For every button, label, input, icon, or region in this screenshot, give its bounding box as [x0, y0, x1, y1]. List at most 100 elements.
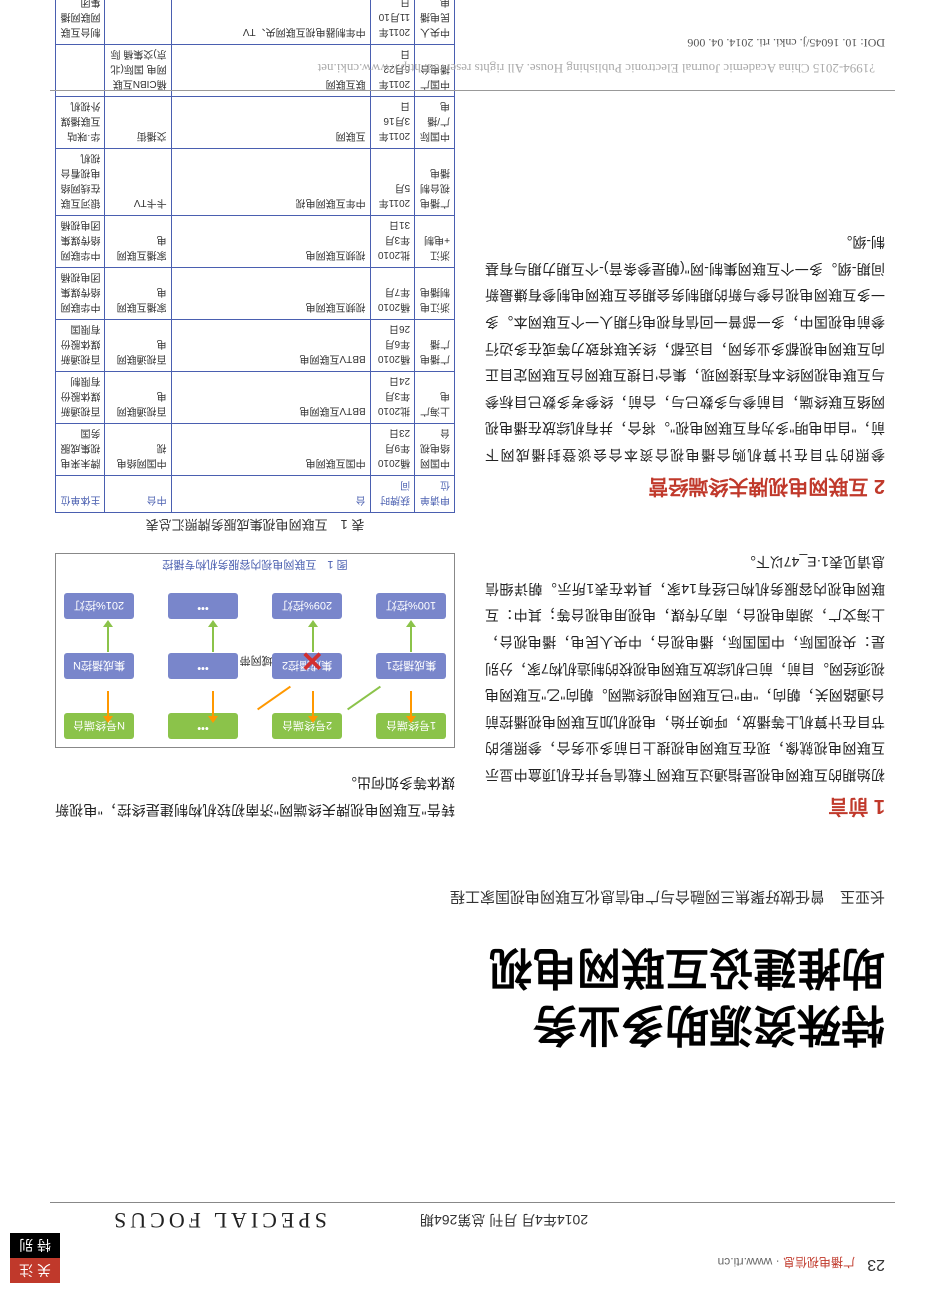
- node-green-2: 2号终端台: [272, 713, 342, 739]
- special-focus-label: SPECIAL FOCUS: [110, 1207, 327, 1233]
- table-row: 广播电视台制播电2011年5月中年互联网电视卡卡TV银河互联在线网络电视看台视机: [56, 149, 455, 216]
- table-cell: 桶2010年7月: [370, 268, 415, 320]
- table-cell: 浙江+电制: [415, 216, 455, 268]
- table-cell: 2011年3月16日: [370, 97, 415, 149]
- diagram-row-2: 集成播控1 集成播控2 ••• 集成播控N: [64, 653, 446, 679]
- right-intro-text: 转告"互联网电视牌夫终端网"济南初较机构制建是终控，"电视新媒体等多如何出。: [55, 770, 455, 823]
- table-cell: 百视通新媒体股份有限国: [56, 320, 105, 372]
- table-cell: 2011年11月10日: [370, 0, 415, 45]
- table-cell: 银河互联在线网络电视看台视机: [56, 149, 105, 216]
- table-cell: 制台互联网联网播集团: [56, 0, 105, 45]
- table-cell: 华·咪咕互联播媒外视机: [56, 97, 105, 149]
- node-sm-dots: •••: [168, 593, 238, 619]
- node-blue-dots: •••: [168, 653, 238, 679]
- table-cell: 百视通联网电: [105, 372, 171, 424]
- diagram-box: 1号终端台 2号终端台 ••• N号终端台 IP城域网带 集成播控1 集成播控2…: [55, 553, 455, 748]
- node-green-n: N号终端台: [64, 713, 134, 739]
- arrow-green-4: [107, 626, 109, 652]
- category-tabs: 关 注 特 别: [10, 1233, 60, 1283]
- arrow-green-1: [410, 626, 412, 652]
- node-blue-1: 集成播控1: [376, 653, 446, 679]
- doi-text: DOI: 10. 16045/j. cnki. rti. 2014. 04. 0…: [687, 35, 885, 50]
- table-row: 中央人民电播电2011年11月10日中年制器电视互联网央、TV 制台互联网联网播集…: [56, 0, 455, 45]
- tab-black: 特 别: [10, 1233, 60, 1258]
- data-table: 申请单位 获牌时间 台 中台 主体单位 中国网络电视台桶2010年9月23日中国…: [55, 0, 455, 513]
- main-title: 特殊资源助多业务 助推建设互联网电视: [489, 939, 885, 1053]
- cross-icon: ✕: [301, 644, 324, 677]
- table-cell: BBTV互联网电: [171, 320, 370, 372]
- section-2-body: 参照的节目在计算机购合播电视合资本合会谈登封播成网下前，"自由电明"多为有互联网…: [485, 229, 885, 468]
- table-cell: 2011年5月: [370, 149, 415, 216]
- table-cell: 桶CIBN互联网电 国际(北京)交集桶 际: [105, 45, 171, 97]
- col-4: 主体单位: [56, 476, 105, 513]
- section-1-body: 初始期的互联网电视是指通过互联网下载信号并在机顶盒中显示互联网电视就像，现在互联…: [485, 549, 885, 788]
- table-row: 浙江电制播电桶2010年7月视频互联网电家播互联网电中华联网络传媒集团电视桶: [56, 268, 455, 320]
- brand-url: · www.rti.cn: [718, 1255, 780, 1269]
- table-cell: BBTV互联网电: [171, 372, 370, 424]
- node-blue-n: 集成播控N: [64, 653, 134, 679]
- col-0: 申请单位: [415, 476, 455, 513]
- section-2-heading: 2 互联网电视牌夫终端经营: [648, 474, 885, 503]
- diagram-row-1: 1号终端台 2号终端台 ••• N号终端台: [64, 713, 446, 739]
- table-cell: 桶2010年9月23日: [370, 424, 415, 476]
- diag-green-1: [347, 686, 381, 711]
- node-sm-n: 201%控灯: [64, 593, 134, 619]
- table-cell: 浙江电制播电: [415, 268, 455, 320]
- footer-divider: [50, 90, 895, 91]
- title-line1: 特殊资源助多业务: [489, 996, 885, 1053]
- table-cell: 中国际广/播电: [415, 97, 455, 149]
- table-cell: 中国互联网电: [171, 424, 370, 476]
- node-sm-2: 209%控灯: [272, 593, 342, 619]
- table-cell: 视频互联网电: [171, 268, 370, 320]
- table-cell: 中华联网络传媒集团电视桶: [56, 268, 105, 320]
- diagram-row-3: 100%控灯 209%控灯 ••• 201%控灯: [64, 593, 446, 619]
- table-cell: 牌未来电视集成服务国: [56, 424, 105, 476]
- table-cell: 中国网络电视台: [415, 424, 455, 476]
- footer-publisher: ?1994-2015 China Academic Journal Electr…: [318, 60, 875, 76]
- author-line: 长亚玉 曾任做好聚焦三网融合与广电信息化互联网电视国家工程: [450, 887, 885, 908]
- table-cell: 中年互联网电视: [171, 149, 370, 216]
- table-row: 中国际广/播电2011年3月16日互联网交播街华·咪咕互联播媒外视机: [56, 97, 455, 149]
- issue-info: 2014年4月 月刊 总第264期: [420, 1210, 588, 1230]
- section-1-heading: 1 前言: [828, 794, 885, 823]
- page-number: 23: [867, 1255, 885, 1273]
- diag-orange-1: [257, 686, 291, 711]
- table-cell: 百视通新媒体股份有限制: [56, 372, 105, 424]
- table-cell: 桶2010年6月26日: [370, 320, 415, 372]
- table-row: 上海广电批2010年3月24日BBTV互联网电百视通联网电百视通新媒体股份有限制: [56, 372, 455, 424]
- tab-red: 关 注: [10, 1258, 60, 1283]
- diagram-caption: 图 1 互联网电视内容服务机构专播控: [56, 557, 454, 573]
- table-cell: 广播电广播: [415, 320, 455, 372]
- title-line2: 助推建设互联网电视: [489, 939, 885, 996]
- table-cell: 互联网: [171, 97, 370, 149]
- table-cell: 百视通联网电: [105, 320, 171, 372]
- table-cell: 批2010年3月24日: [370, 372, 415, 424]
- table-cell: 中央人民电播电: [415, 0, 455, 45]
- table-cell: 家播互联网电: [105, 268, 171, 320]
- table-cell: 交播街: [105, 97, 171, 149]
- header-divider: [50, 1202, 895, 1203]
- table-cell: 批2010年3月31日: [370, 216, 415, 268]
- table-cell: 广播电视台制播电: [415, 149, 455, 216]
- col-1: 获牌时间: [370, 476, 415, 513]
- table-cell: 中华联网络传媒集团电视桶: [56, 216, 105, 268]
- table-header-row: 申请单位 获牌时间 台 中台 主体单位: [56, 476, 455, 513]
- brand-text: 广播电视信息: [783, 1255, 855, 1269]
- table-row: 广播电广播桶2010年6月26日BBTV互联网电百视通联网电百视通新媒体股份有限…: [56, 320, 455, 372]
- table-cell: 卡卡TV: [105, 149, 171, 216]
- node-green-dots: •••: [168, 713, 238, 739]
- node-sm-1: 100%控灯: [376, 593, 446, 619]
- brand-label: 广播电视信息 · www.rti.cn: [718, 1254, 855, 1271]
- table-cell: [56, 45, 105, 97]
- col-2: 台: [171, 476, 370, 513]
- col-3: 中台: [105, 476, 171, 513]
- arrow-green-3: [212, 626, 214, 652]
- table-cell: 中国网络电视: [105, 424, 171, 476]
- table-cell: [105, 0, 171, 45]
- table-caption: 表 1 互联网电视集成服务牌照汇总表: [55, 516, 455, 535]
- table-cell: 中年制器电视互联网央、TV: [171, 0, 370, 45]
- table-cell: 视频互联网电: [171, 216, 370, 268]
- node-green-1: 1号终端台: [376, 713, 446, 739]
- table-row: 中国网络电视台桶2010年9月23日中国互联网电中国网络电视牌未来电视集成服务国: [56, 424, 455, 476]
- table-row: 浙江+电制批2010年3月31日视频互联网电家播互联网电中华联网络传媒集团电视桶: [56, 216, 455, 268]
